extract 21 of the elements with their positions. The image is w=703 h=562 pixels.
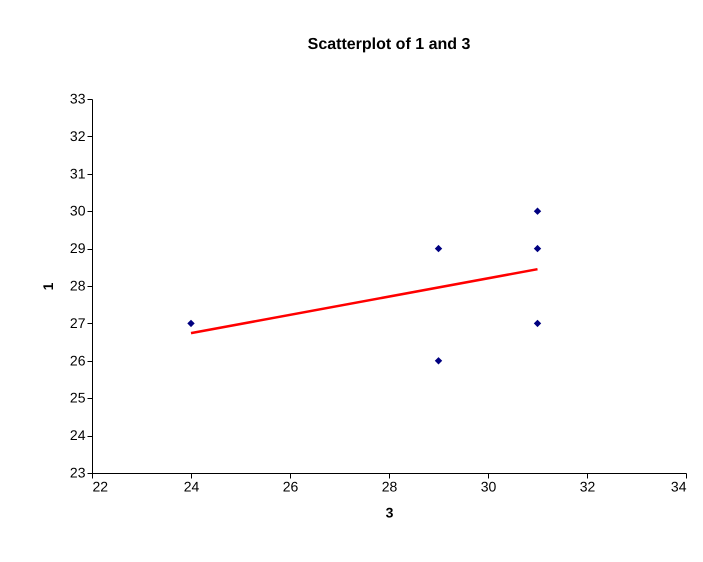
chart-title: Scatterplot of 1 and 3 bbox=[308, 36, 470, 53]
y-tick-label: 23 bbox=[70, 464, 86, 480]
y-tick-label: 29 bbox=[70, 240, 86, 256]
y-tick-label: 26 bbox=[70, 352, 86, 368]
x-axis-title: 3 bbox=[386, 504, 394, 520]
x-tick-label: 30 bbox=[480, 478, 496, 494]
x-tick-label: 28 bbox=[382, 478, 398, 494]
y-tick-label: 28 bbox=[70, 278, 86, 294]
x-tick-label: 32 bbox=[580, 478, 596, 494]
y-tick-label: 32 bbox=[70, 128, 86, 144]
y-axis-title: 1 bbox=[40, 282, 56, 290]
x-tick-label: 26 bbox=[282, 478, 298, 494]
y-tick-label: 31 bbox=[70, 165, 86, 182]
x-tick-label: 34 bbox=[670, 478, 687, 494]
y-tick-label: 24 bbox=[70, 427, 86, 444]
x-tick-label: 24 bbox=[184, 478, 200, 494]
y-tick-label: 33 bbox=[70, 90, 86, 106]
y-tick-label: 27 bbox=[70, 314, 86, 331]
y-tick-label: 30 bbox=[70, 202, 86, 219]
x-tick-label: 22 bbox=[92, 478, 108, 494]
y-tick-label: 25 bbox=[70, 390, 86, 406]
